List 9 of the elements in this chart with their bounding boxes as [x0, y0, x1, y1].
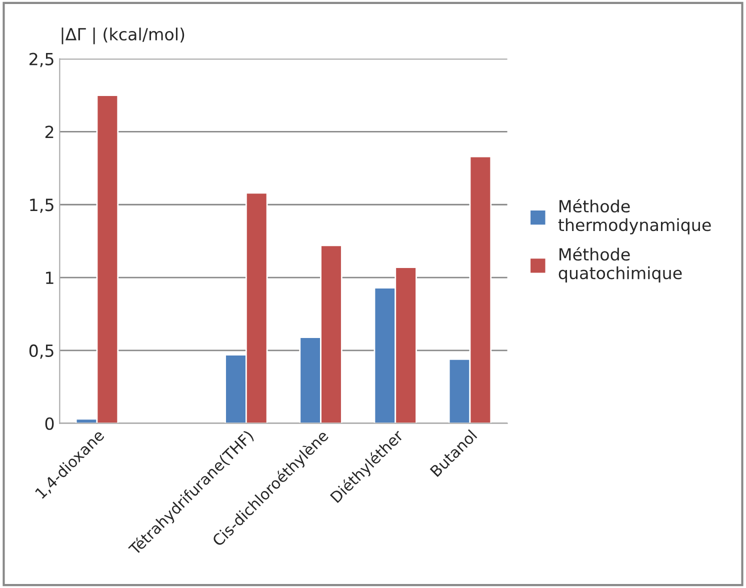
- y-axis-title: |ΔΓ | (kcal/mol): [62, 28, 184, 44]
- y-tick-label: 2,5: [30, 52, 54, 68]
- legend-label: Méthode quatochimique: [558, 247, 682, 283]
- y-tick-label: 1: [46, 272, 54, 284]
- y-tick-label: 2: [45, 126, 54, 138]
- y-tick-label: 1,5: [30, 198, 54, 213]
- legend-label: Méthode thermodynamique: [558, 198, 711, 234]
- y-tick-label: 0: [45, 417, 54, 430]
- y-tick-label: 0,5: [29, 344, 54, 359]
